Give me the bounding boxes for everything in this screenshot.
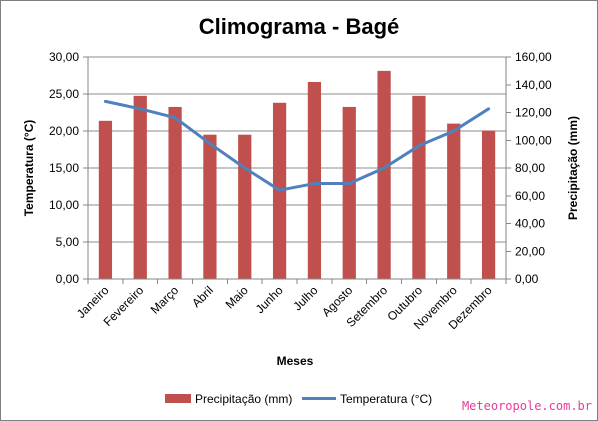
y-left-tick-label: 15,00 xyxy=(49,161,79,175)
precipitation-bar xyxy=(342,106,356,279)
precipitation-bar xyxy=(203,134,217,279)
y-left-tick-label: 10,00 xyxy=(49,198,79,212)
x-tick-label: Julho xyxy=(290,283,320,313)
y-right-tick-label: 0,00 xyxy=(515,272,539,286)
precipitation-bar xyxy=(98,120,113,279)
watermark-text: Meteoropole.com.br xyxy=(462,399,592,413)
x-axis-title: Meses xyxy=(277,354,314,368)
precipitation-bar xyxy=(412,95,426,279)
temperature-line xyxy=(103,99,491,192)
y-right-tick-label: 60,00 xyxy=(515,189,545,203)
chart-title: Climograma - Bagé xyxy=(199,14,400,39)
temperature-line-path xyxy=(103,99,491,192)
precipitation-bar xyxy=(168,106,182,279)
x-tick-label: Junho xyxy=(253,283,286,316)
precipitation-bar xyxy=(481,130,496,279)
left-axis-ticks: 0,00 5,00 10,00 15,00 20,00 25,00 30,00 xyxy=(49,50,79,286)
y-left-tick-label: 0,00 xyxy=(56,272,80,286)
precipitation-bar xyxy=(238,134,252,279)
x-tick-label: Março xyxy=(148,283,182,317)
y-left-tick-label: 30,00 xyxy=(49,50,79,64)
gridlines xyxy=(88,56,506,243)
y-left-tick-label: 5,00 xyxy=(56,235,80,249)
y-left-tick-label: 25,00 xyxy=(49,87,79,101)
legend-label-temperature: Temperatura (°C) xyxy=(340,392,432,406)
precipitation-bar xyxy=(133,95,147,279)
y-right-tick-label: 140,00 xyxy=(515,78,552,92)
y-right-tick-label: 40,00 xyxy=(515,217,545,231)
legend-label-precipitation: Precipitação (mm) xyxy=(195,392,292,406)
y-left-axis-title: Temperatura (°C) xyxy=(22,120,36,217)
y-right-axis-title: Precipitação (mm) xyxy=(566,116,580,220)
precipitation-bar xyxy=(377,70,391,279)
x-tick-label: Abril xyxy=(189,283,216,310)
precipitation-bars xyxy=(98,70,496,279)
y-left-tick-label: 20,00 xyxy=(49,124,79,138)
y-right-tick-label: 80,00 xyxy=(515,161,545,175)
y-right-tick-label: 160,00 xyxy=(515,50,552,64)
legend: Precipitação (mm) Temperatura (°C) xyxy=(165,392,432,406)
plot-axes xyxy=(83,56,511,284)
x-tick-label: Maio xyxy=(223,283,252,312)
y-right-tick-label: 120,00 xyxy=(515,106,552,120)
right-axis-ticks: 0,00 20,00 40,00 60,00 80,00 100,00 120,00 140,… xyxy=(515,50,552,286)
y-right-tick-label: 20,00 xyxy=(515,244,545,258)
legend-swatch-precipitation xyxy=(165,394,191,403)
y-right-tick-label: 100,00 xyxy=(515,133,552,147)
precipitation-bar xyxy=(447,123,461,279)
precipitation-bar xyxy=(307,81,322,279)
